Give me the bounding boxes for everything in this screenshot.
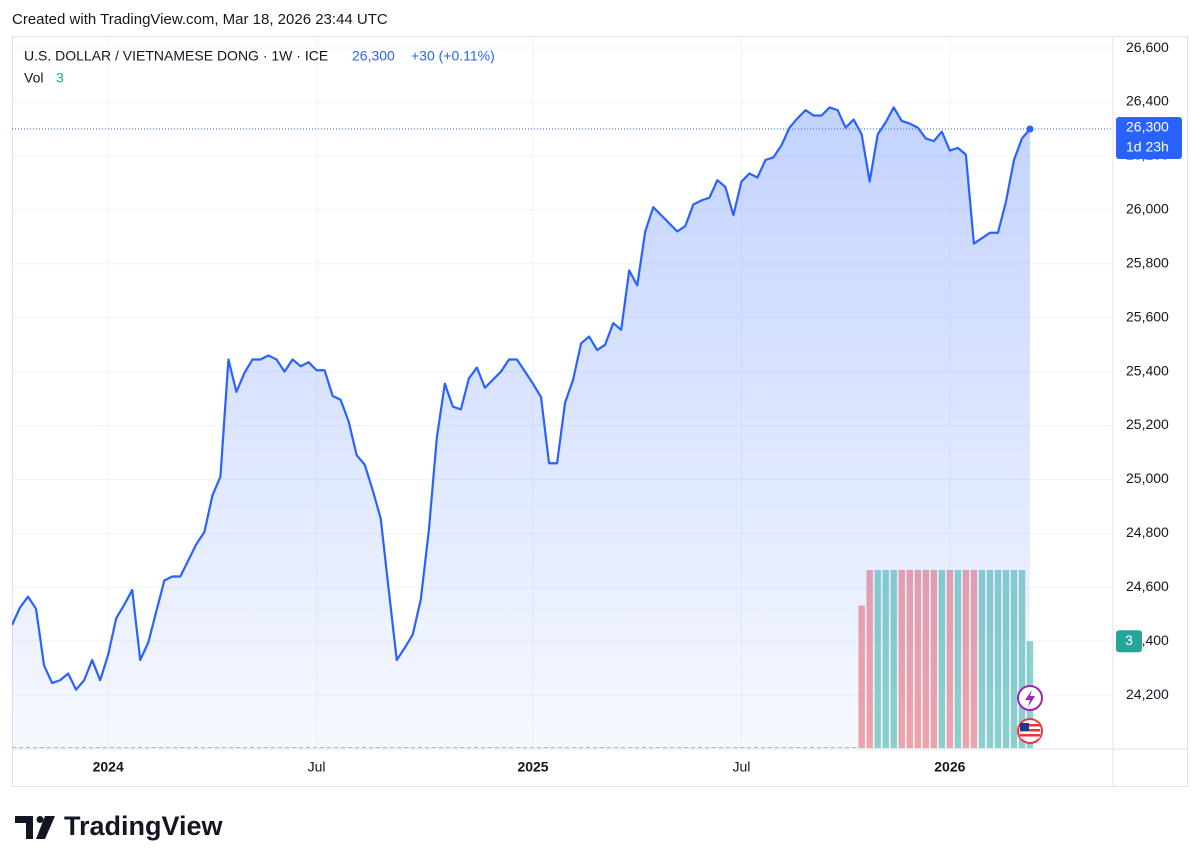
caption: Created with TradingView.com, Mar 18, 20…	[12, 11, 388, 28]
y-tick-label: 26,400	[1126, 93, 1169, 109]
y-tick-label: 24,200	[1126, 686, 1169, 702]
x-tick-label: 2026	[934, 759, 965, 775]
symbol-title: U.S. DOLLAR / VIETNAMESE DONG · 1W · ICE	[24, 48, 328, 64]
last-price: 26,300	[352, 48, 395, 64]
y-tick-label: 24,600	[1126, 578, 1169, 594]
brand-name: TradingView	[64, 811, 224, 841]
price-change: +30 (+0.11%)	[411, 48, 495, 64]
y-tick-label: 25,000	[1126, 470, 1169, 486]
y-tick-label: 25,600	[1126, 308, 1169, 324]
chart-frame	[12, 36, 1188, 787]
x-tick-label: 2025	[517, 759, 548, 775]
y-tick-label: 25,400	[1126, 362, 1169, 378]
x-tick-label: Jul	[308, 759, 326, 775]
x-tick-label: 2024	[93, 759, 124, 775]
y-tick-label: 25,200	[1126, 416, 1169, 432]
y-tick-label: 26,000	[1126, 201, 1169, 217]
volume-badge	[1116, 630, 1142, 653]
volume-value: 3	[56, 70, 64, 86]
price-badge-countdown: 1d 23h	[1126, 139, 1169, 155]
price-badge	[1116, 117, 1182, 159]
event-icons	[1017, 685, 1043, 744]
event-icon-glyph	[1025, 690, 1035, 707]
legend: U.S. DOLLAR / VIETNAMESE DONG · 1W · ICE…	[24, 48, 495, 86]
y-tick-label: 25,800	[1126, 254, 1169, 270]
price-line	[12, 106, 1031, 691]
area-fill	[12, 107, 1030, 749]
y-tick-label: 24,800	[1126, 524, 1169, 540]
plot	[12, 106, 1113, 749]
x-tick-label: Jul	[732, 759, 750, 775]
brand-logo: TradingView	[15, 811, 224, 841]
last-price-dot	[1026, 125, 1034, 133]
price-badge-value: 26,300	[1126, 119, 1169, 135]
flag-glyph	[1020, 723, 1040, 739]
volume-badge-value: 3	[1125, 632, 1133, 648]
y-tick-label: 26,600	[1126, 39, 1169, 55]
volume-title: Vol	[24, 70, 43, 86]
